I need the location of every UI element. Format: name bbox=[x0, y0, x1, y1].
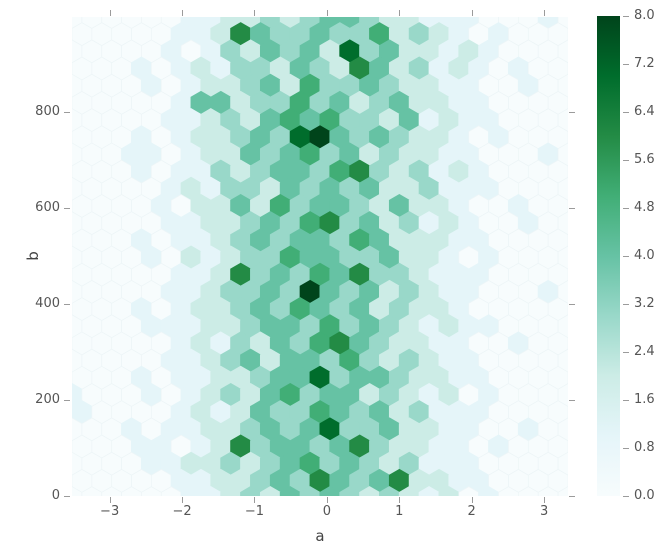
hexbin-cell bbox=[557, 245, 568, 270]
y-tick bbox=[569, 304, 575, 306]
y-tick bbox=[64, 400, 70, 401]
colorbar-tick-label: 3.2 bbox=[634, 296, 655, 311]
x-tick bbox=[182, 497, 184, 503]
colorbar-tick bbox=[623, 304, 629, 305]
colorbar-tick bbox=[623, 400, 629, 401]
x-tick bbox=[399, 10, 401, 16]
colorbar-tick-label: 1.6 bbox=[634, 392, 655, 407]
y-tick bbox=[64, 112, 70, 114]
colorbar-tick bbox=[623, 352, 629, 353]
y-tick bbox=[64, 304, 70, 306]
hexbin-cell bbox=[557, 176, 568, 201]
hexbin-cell bbox=[557, 417, 568, 442]
hexbin-cell bbox=[557, 383, 568, 407]
hexbin-cell bbox=[557, 108, 568, 132]
colorbar bbox=[597, 16, 620, 496]
hexbin-cell bbox=[72, 17, 83, 29]
hexbin-cell bbox=[557, 280, 568, 304]
hexbin-cell bbox=[557, 142, 568, 167]
y-tick bbox=[64, 208, 70, 210]
colorbar-tick-label: 8.0 bbox=[634, 8, 655, 23]
x-tick bbox=[326, 10, 328, 16]
hexbin-cell bbox=[557, 348, 568, 373]
colorbar-tick-label: 2.4 bbox=[634, 344, 655, 359]
colorbar-tick bbox=[623, 64, 629, 65]
x-tick bbox=[544, 497, 546, 503]
x-tick bbox=[254, 497, 256, 503]
colorbar-tick-label: 0.0 bbox=[634, 488, 655, 503]
colorbar-tick-label: 4.0 bbox=[634, 248, 655, 263]
colorbar-tick bbox=[623, 160, 629, 161]
colorbar-tick bbox=[623, 496, 629, 497]
y-tick-label: 0 bbox=[51, 488, 60, 503]
x-tick-label: 0 bbox=[322, 504, 332, 519]
hexbin-cell bbox=[557, 211, 568, 236]
y-tick bbox=[569, 496, 575, 497]
x-tick-label: −1 bbox=[244, 504, 265, 519]
x-tick-label: 3 bbox=[539, 504, 549, 519]
x-tick-label: 1 bbox=[395, 504, 404, 519]
x-tick bbox=[544, 10, 546, 16]
y-axis-label: b bbox=[24, 251, 42, 261]
colorbar-tick-label: 7.2 bbox=[634, 56, 655, 71]
colorbar-gradient bbox=[597, 16, 620, 496]
colorbar-tick-label: 5.6 bbox=[634, 152, 655, 167]
colorbar-tick-label: 6.4 bbox=[634, 104, 655, 119]
x-tick-label: −3 bbox=[100, 504, 120, 519]
y-tick-label: 600 bbox=[35, 200, 60, 216]
hexbin-plot-area bbox=[72, 17, 568, 496]
colorbar-tick-label: 4.8 bbox=[634, 200, 655, 215]
colorbar-tick bbox=[623, 256, 629, 257]
x-tick bbox=[399, 497, 401, 503]
colorbar-tick-label: 0.8 bbox=[634, 440, 655, 455]
y-tick bbox=[569, 400, 575, 401]
y-tick bbox=[569, 208, 575, 210]
colorbar-tick bbox=[623, 16, 629, 17]
colorbar-tick bbox=[623, 112, 629, 113]
x-tick bbox=[182, 10, 184, 16]
hexbin-cell bbox=[557, 73, 568, 98]
hexbin-cell bbox=[557, 39, 568, 64]
x-tick bbox=[109, 497, 111, 503]
colorbar-tick bbox=[623, 208, 629, 209]
y-tick bbox=[64, 496, 70, 497]
x-tick bbox=[326, 497, 328, 503]
hexbin-cells bbox=[72, 17, 568, 496]
colorbar-tick bbox=[623, 448, 629, 449]
y-tick-label: 400 bbox=[35, 296, 60, 312]
y-tick-label: 800 bbox=[35, 104, 60, 120]
x-tick bbox=[471, 497, 473, 503]
x-tick bbox=[471, 10, 473, 16]
x-tick bbox=[254, 10, 256, 16]
y-tick bbox=[569, 112, 575, 114]
hexbin-cell bbox=[557, 486, 568, 496]
x-tick bbox=[109, 10, 111, 16]
x-tick-label: 2 bbox=[467, 504, 476, 519]
x-tick-label: −2 bbox=[172, 504, 192, 519]
hexbin-cell bbox=[557, 17, 568, 29]
x-axis-label: a bbox=[315, 527, 325, 545]
y-tick-label: 200 bbox=[35, 392, 60, 407]
hexbin-cell bbox=[557, 314, 568, 339]
hexbin-cell bbox=[557, 451, 568, 476]
